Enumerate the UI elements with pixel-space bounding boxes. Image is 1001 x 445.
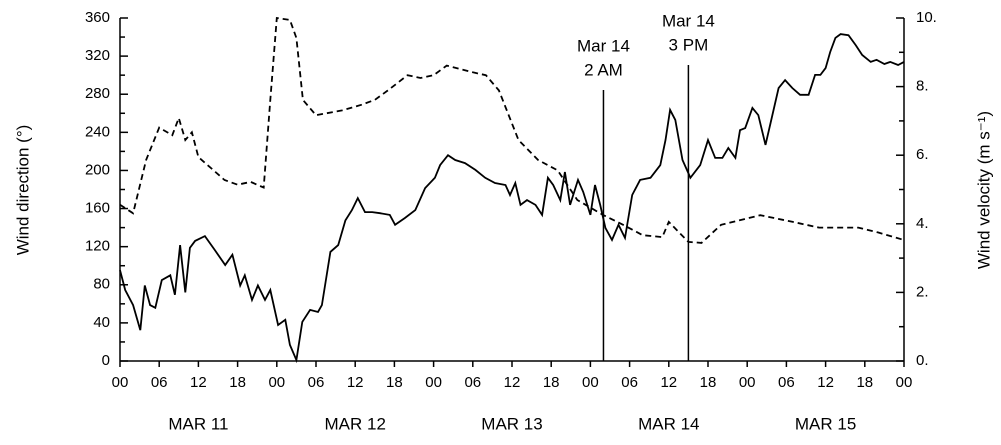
x-tick-label: 12	[817, 374, 834, 391]
y-tick-label: 360	[85, 9, 110, 26]
y-tick-label: 200	[85, 161, 110, 178]
y-tick-label: 240	[85, 123, 110, 140]
y-tick-label: 280	[85, 85, 110, 102]
day-label: MAR 15	[795, 414, 856, 433]
day-label: MAR 14	[638, 414, 699, 433]
y2-tick-label: 2.	[916, 283, 929, 300]
series-line	[119, 16, 905, 244]
series-line	[119, 33, 905, 364]
y2-tick-label: 0.	[916, 352, 929, 369]
y-tick-label: 320	[85, 47, 110, 64]
y2-tick-label: 10.	[916, 9, 937, 26]
x-tick-label: 06	[778, 374, 795, 391]
day-label: MAR 13	[481, 414, 542, 433]
y2-tick-label: 6.	[916, 146, 929, 163]
annotation-text: Mar 14	[577, 36, 630, 55]
y-axis-label: Wind direction (°)	[13, 125, 32, 256]
day-label: MAR 12	[324, 414, 385, 433]
x-tick-label: 00	[582, 374, 599, 391]
x-tick-label: 12	[190, 374, 207, 391]
x-tick-label: 06	[308, 374, 325, 391]
y2-tick-label: 4.	[916, 215, 929, 232]
x-tick-label: 00	[896, 374, 913, 391]
y-tick-label: 160	[85, 200, 110, 217]
day-label: MAR 11	[168, 414, 228, 433]
x-tick-label: 18	[386, 374, 403, 391]
x-tick-label: 18	[700, 374, 717, 391]
x-tick-label: 12	[347, 374, 364, 391]
y-tick-label: 80	[93, 276, 110, 293]
y-tick-label: 120	[85, 238, 110, 255]
x-tick-label: 12	[504, 374, 521, 391]
y-tick-label: 40	[93, 314, 110, 331]
x-tick-label: 00	[112, 374, 129, 391]
annotation-text: 3 PM	[669, 35, 709, 54]
x-tick-label: 06	[621, 374, 638, 391]
annotation-text: 2 AM	[584, 60, 623, 79]
y2-tick-label: 8.	[916, 78, 929, 95]
x-tick-label: 00	[425, 374, 442, 391]
y2-axis-label: Wind velocity (m s⁻¹)	[974, 111, 993, 269]
x-tick-label: 00	[739, 374, 756, 391]
x-tick-label: 18	[543, 374, 560, 391]
y-tick-label: 0	[102, 352, 110, 369]
x-tick-label: 06	[464, 374, 481, 391]
annotation-text: Mar 14	[662, 11, 715, 30]
x-tick-label: 00	[268, 374, 285, 391]
x-tick-label: 06	[151, 374, 168, 391]
x-tick-label: 12	[660, 374, 677, 391]
x-tick-label: 18	[229, 374, 246, 391]
x-tick-label: 18	[856, 374, 873, 391]
